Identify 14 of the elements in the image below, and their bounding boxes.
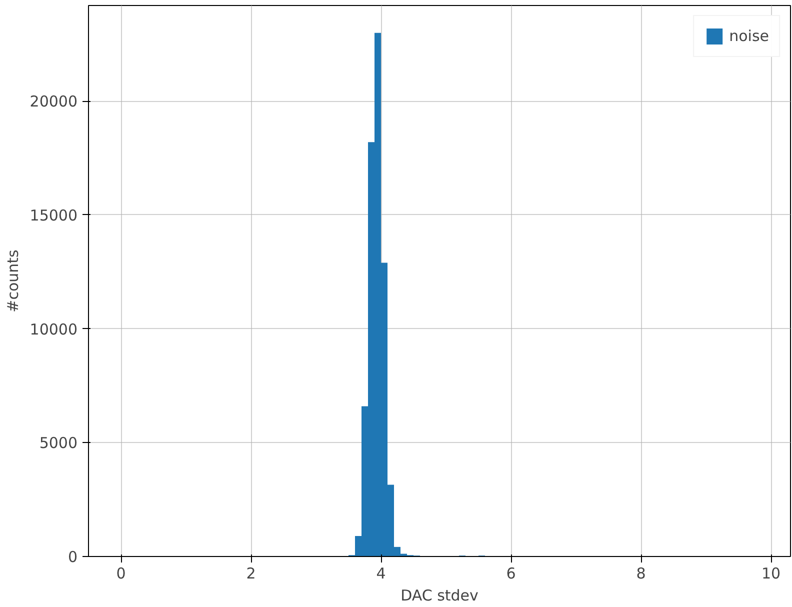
- y-tick-label: 15000: [30, 206, 78, 224]
- legend-label: noise: [729, 27, 769, 45]
- y-tick-label: 10000: [30, 320, 78, 338]
- x-tick-label: 0: [116, 564, 126, 582]
- x-tick-label: 8: [636, 564, 646, 582]
- y-axis-title: #counts: [4, 249, 22, 312]
- y-tick-label: 20000: [30, 92, 78, 111]
- x-tick-label: 10: [761, 564, 781, 582]
- x-tick-label: 4: [376, 564, 386, 582]
- x-axis-title: DAC stdev: [400, 586, 479, 604]
- y-tick-label: 5000: [39, 434, 78, 452]
- y-tick-label: 0: [68, 548, 78, 566]
- x-tick-label: 6: [506, 564, 516, 582]
- x-tick-label: 2: [246, 564, 256, 582]
